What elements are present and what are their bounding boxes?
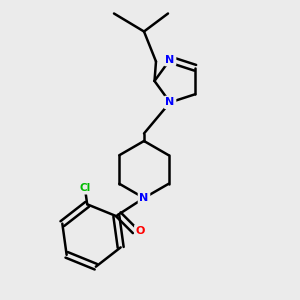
Text: O: O	[136, 226, 145, 236]
Text: Cl: Cl	[79, 183, 91, 193]
Text: N: N	[165, 55, 175, 64]
Text: N: N	[165, 98, 175, 107]
Text: N: N	[140, 193, 148, 203]
